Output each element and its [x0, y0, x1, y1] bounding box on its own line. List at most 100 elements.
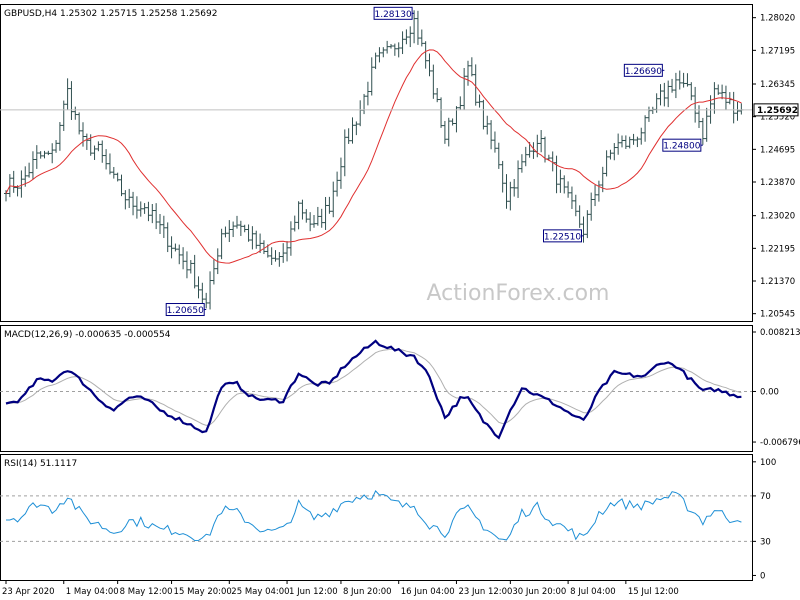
price-bar: [400, 31, 405, 55]
price-bar: [19, 170, 24, 198]
price-bar: [277, 252, 282, 267]
price-bar: [616, 133, 621, 155]
price-bar: [246, 224, 251, 242]
price-bar: [373, 52, 378, 70]
price-bar: [419, 29, 424, 47]
price-bar: [662, 82, 667, 107]
price-bar: [285, 241, 290, 262]
x-tick-label: 23 Jun 12:00: [458, 587, 512, 597]
rsi-panel-frame: [0, 454, 753, 581]
macd-panel-frame: [0, 325, 753, 452]
price-bar: [292, 215, 297, 232]
price-bar: [704, 107, 709, 142]
macd-y-axis: 0.008213 0.00 -0.006796: [752, 328, 800, 448]
price-bar: [161, 215, 166, 238]
price-bar: [165, 222, 170, 253]
price-bar: [639, 127, 644, 145]
price-bar: [123, 190, 128, 210]
price-bar: [335, 171, 340, 197]
price-bar: [462, 67, 467, 110]
price-bar: [593, 185, 598, 207]
price-y-tick-label: 1.27195: [760, 46, 795, 56]
price-bar: [562, 175, 567, 194]
price-bar: [84, 133, 89, 150]
price-bar: [735, 102, 740, 121]
price-bar: [558, 169, 563, 193]
price-bar: [658, 84, 663, 106]
price-bar: [627, 136, 632, 149]
macd-panel: MACD(12,26,9) -0.000635 -0.000554 0.0082…: [0, 325, 800, 452]
price-bar: [34, 145, 39, 169]
price-y-tick-label: 1.23020: [760, 212, 795, 222]
price-bar: [131, 191, 136, 216]
price-bar: [677, 70, 682, 90]
price-bar: [188, 260, 193, 274]
price-bar: [439, 97, 444, 128]
price-bar: [604, 150, 609, 177]
x-tick-label: 15 May 20:00: [174, 587, 232, 597]
price-bar: [223, 226, 228, 238]
price-bar: [620, 135, 624, 148]
price-bar: [481, 99, 486, 130]
price-bar: [331, 181, 336, 218]
price-bar: [431, 64, 436, 99]
price-bar: [219, 228, 224, 260]
price-y-tick-label: 1.26345: [760, 80, 795, 90]
price-annotation-label: 1.20650: [167, 306, 204, 316]
price-y-tick-label: 1.24695: [760, 145, 795, 155]
price-bar: [57, 122, 62, 151]
price-bar: [100, 140, 105, 163]
price-bar: [261, 240, 266, 255]
x-tick-label: 23 Apr 2020: [2, 587, 55, 597]
price-bar: [296, 201, 301, 230]
price-bar: [477, 94, 482, 108]
price-bar: [69, 81, 74, 120]
price-bar: [693, 86, 698, 123]
price-bar: [104, 149, 109, 170]
price-bar: [396, 42, 401, 58]
price-bar: [138, 201, 143, 217]
price-bar: [689, 82, 694, 101]
macd-y-tick-label: 0.008213: [760, 328, 800, 338]
price-bar: [50, 143, 55, 164]
price-bar: [608, 149, 613, 160]
price-bar: [254, 230, 259, 249]
price-bar: [408, 26, 413, 48]
current-price-box: [753, 103, 799, 117]
price-y-tick-label: 1.21370: [760, 277, 795, 287]
rsi-y-tick-label: 0: [760, 571, 765, 581]
price-bar: [327, 196, 332, 214]
x-tick-label: 1 May 04:00: [66, 587, 119, 597]
price-bar: [315, 206, 320, 226]
price-bar: [458, 96, 463, 110]
price-bar: [250, 226, 255, 250]
price-bar: [169, 236, 174, 259]
price-bar: [342, 129, 347, 177]
price-bar: [346, 128, 351, 144]
price-annotation: 1.26690: [623, 63, 665, 77]
price-annotation: 1.22510: [543, 229, 584, 243]
price-bar: [177, 244, 182, 265]
price-bar: [265, 244, 270, 258]
rsi-y-tick-label: 30: [760, 537, 771, 547]
price-bar: [673, 72, 678, 99]
price-bar: [269, 247, 274, 266]
macd-main-line: [5, 339, 742, 440]
price-annotation-label: 1.28130: [374, 10, 411, 20]
x-tick-label: 8 Jul 04:00: [570, 587, 616, 597]
rsi-line: [6, 490, 742, 542]
price-bar: [569, 186, 574, 209]
price-bar: [312, 215, 316, 228]
price-bar: [238, 220, 243, 236]
price-bar: [423, 41, 428, 69]
price-bar: [61, 100, 66, 131]
price-bar: [381, 47, 386, 58]
price-bar: [516, 160, 521, 198]
price-bar: [612, 143, 617, 161]
price-bar: [670, 78, 675, 93]
x-tick-label: 16 Jun 04:00: [401, 587, 455, 597]
price-bar: [496, 142, 501, 169]
price-bar: [450, 118, 455, 126]
price-bar: [30, 151, 35, 180]
